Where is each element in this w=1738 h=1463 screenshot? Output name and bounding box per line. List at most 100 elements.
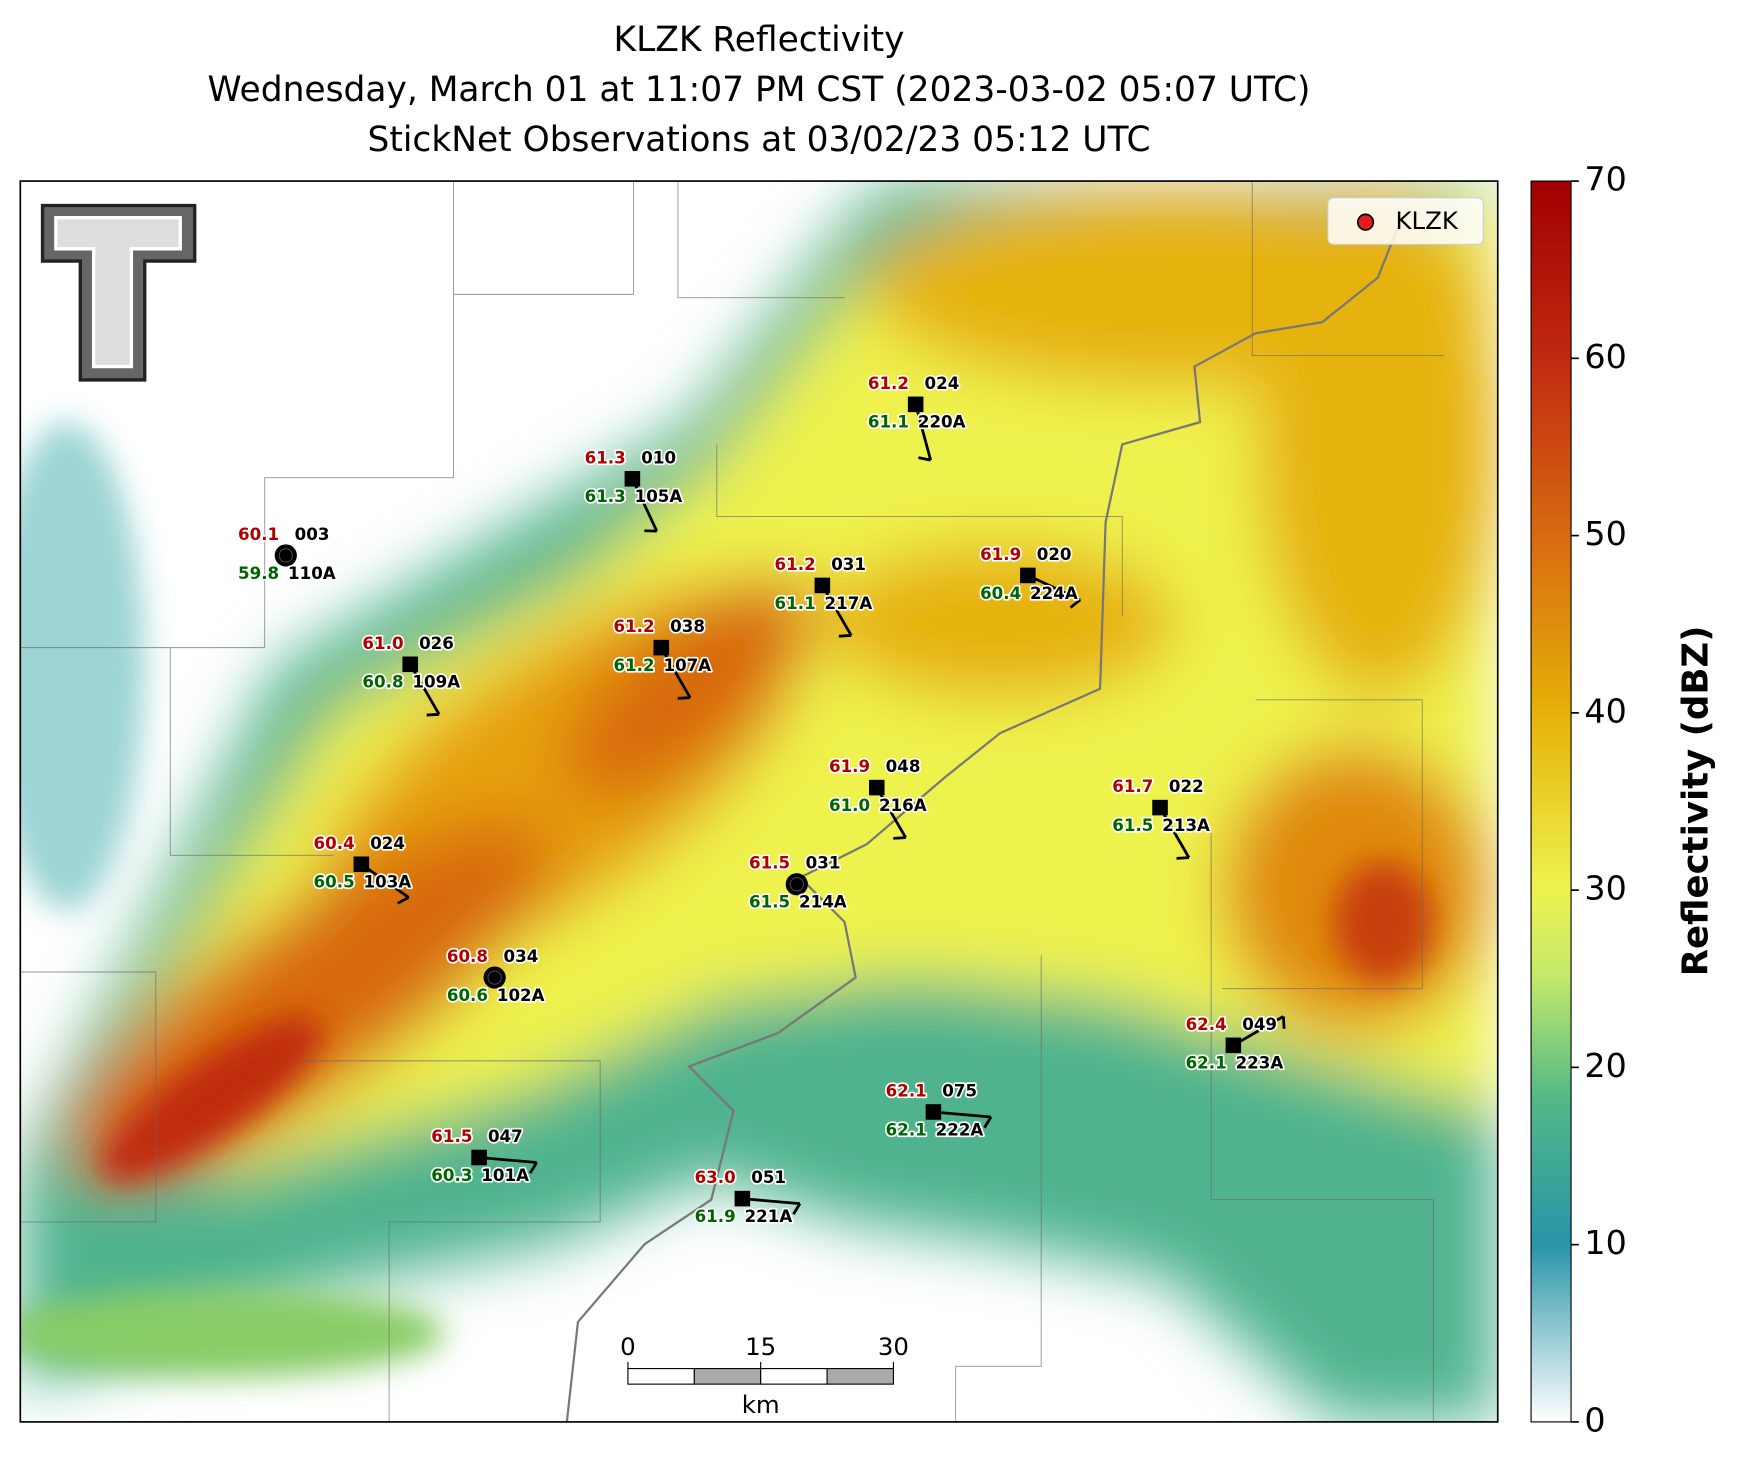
station: 60.8 034 60.6 102A bbox=[445, 945, 546, 1006]
station: 60.4 024 60.5 103A bbox=[312, 832, 413, 905]
station-marker bbox=[925, 1104, 942, 1120]
station: 61.2 024 61.1 220A bbox=[866, 372, 967, 462]
radar-field bbox=[20, 181, 1498, 1422]
station-marker bbox=[1225, 1037, 1242, 1054]
station-marker bbox=[471, 1149, 487, 1166]
temperature: 61.9 bbox=[980, 545, 1021, 564]
station-id: 220A bbox=[918, 413, 966, 432]
title-block: KLZK Reflectivity Wednesday, March 01 at… bbox=[208, 20, 1311, 160]
pressure: 049 bbox=[1242, 1015, 1277, 1034]
wind-barb-flag bbox=[838, 634, 852, 638]
station-id: 109A bbox=[412, 673, 460, 692]
dewpoint: 61.2 bbox=[613, 656, 654, 675]
dewpoint: 59.8 bbox=[238, 564, 279, 583]
temperature: 61.2 bbox=[775, 555, 816, 574]
wind-barb-flag bbox=[792, 1202, 802, 1215]
wind-barb bbox=[478, 1156, 537, 1164]
dewpoint: 60.6 bbox=[447, 986, 488, 1005]
colorbar: Reflectivity (dBZ) 0 10 20 30 40 50 60 70 bbox=[1530, 160, 1717, 1439]
temperature: 62.4 bbox=[1186, 1015, 1227, 1034]
dewpoint: 60.5 bbox=[314, 873, 355, 892]
wind-barb bbox=[742, 1197, 801, 1206]
wind-barb bbox=[933, 1110, 992, 1119]
temperature: 60.1 bbox=[238, 525, 279, 544]
legend-marker bbox=[1356, 213, 1375, 231]
dewpoint: 61.5 bbox=[749, 893, 790, 912]
station-marker-ring bbox=[487, 970, 502, 985]
station-marker bbox=[353, 856, 370, 873]
colorbar-tick-label: 40 bbox=[1584, 691, 1626, 730]
temperature: 61.3 bbox=[585, 448, 626, 467]
station-marker-ring bbox=[789, 877, 805, 892]
pressure: 075 bbox=[942, 1081, 977, 1100]
colorbar-tick-label: 30 bbox=[1584, 869, 1626, 908]
wind-barb-flag bbox=[893, 836, 906, 840]
wind-barb-flag bbox=[426, 712, 440, 717]
dewpoint: 61.0 bbox=[829, 796, 870, 815]
scale-segment bbox=[627, 1368, 695, 1385]
colorbar-tick-label: 70 bbox=[1584, 160, 1626, 199]
pressure: 038 bbox=[670, 617, 705, 636]
wind-barb-flag bbox=[677, 696, 691, 700]
pressure: 034 bbox=[504, 947, 539, 966]
station-id: 224A bbox=[1030, 584, 1078, 603]
colorbar-tick-label: 20 bbox=[1584, 1046, 1626, 1085]
wind-barb-flag bbox=[1176, 856, 1190, 860]
wind-barb bbox=[660, 646, 692, 699]
scale-tick-label: 0 bbox=[620, 1332, 636, 1361]
station-id: 221A bbox=[745, 1207, 793, 1226]
station: 63.0 051 61.9 221A bbox=[693, 1166, 802, 1228]
colorbar-tick-label: 10 bbox=[1584, 1223, 1626, 1262]
station: 61.9 020 60.4 224A bbox=[978, 543, 1082, 609]
subtitle: StickNet Observations at 03/02/23 05:12 … bbox=[367, 120, 1150, 160]
scale-tick-label: 30 bbox=[878, 1332, 909, 1361]
pressure: 026 bbox=[419, 634, 454, 653]
dewpoint: 60.3 bbox=[431, 1166, 472, 1185]
map-frame bbox=[19, 180, 1499, 1423]
wind-barb bbox=[1232, 1015, 1285, 1047]
wind-barb-flag bbox=[528, 1161, 538, 1174]
station: 61.5 047 60.3 101A bbox=[430, 1125, 538, 1187]
station-id: 217A bbox=[825, 594, 873, 613]
wind-barb bbox=[1027, 574, 1081, 602]
station-marker bbox=[1020, 567, 1036, 584]
station-id: 216A bbox=[879, 796, 927, 815]
temperature: 61.2 bbox=[613, 617, 654, 636]
dewpoint: 61.1 bbox=[775, 594, 816, 613]
dewpoint: 61.1 bbox=[868, 413, 909, 432]
wind-barb bbox=[821, 584, 853, 637]
title: KLZK Reflectivity bbox=[614, 20, 905, 60]
temperature: 61.7 bbox=[1112, 777, 1153, 796]
temperature: 61.9 bbox=[829, 757, 870, 776]
temperature: 61.2 bbox=[868, 374, 909, 393]
temperature: 62.1 bbox=[886, 1081, 927, 1100]
scale-segment bbox=[760, 1368, 828, 1385]
wind-barb bbox=[914, 403, 932, 461]
station: 61.0 026 60.8 109A bbox=[361, 632, 462, 717]
station-id: 105A bbox=[635, 487, 683, 506]
station-id: 102A bbox=[497, 986, 545, 1005]
colorbar-tick-label: 60 bbox=[1584, 337, 1626, 376]
wind-barb bbox=[631, 478, 659, 532]
station-marker bbox=[734, 1190, 751, 1207]
pressure: 031 bbox=[831, 555, 866, 574]
pressure: 051 bbox=[751, 1168, 786, 1187]
logo bbox=[40, 203, 197, 382]
station-marker bbox=[653, 639, 670, 656]
pressure: 022 bbox=[1169, 777, 1204, 796]
wind-barb bbox=[875, 786, 907, 839]
legend: KLZK bbox=[1327, 197, 1484, 245]
wind-barb bbox=[1158, 806, 1191, 859]
station-marker bbox=[402, 656, 418, 673]
dewpoint: 60.4 bbox=[980, 584, 1021, 603]
station-id: 222A bbox=[936, 1120, 984, 1139]
station-marker bbox=[785, 873, 808, 896]
station-marker bbox=[907, 396, 924, 413]
dewpoint: 61.5 bbox=[1112, 816, 1153, 835]
temperature: 60.4 bbox=[314, 834, 355, 853]
scale-bar: 0 15 30 km bbox=[620, 1332, 909, 1419]
station: 61.2 031 61.1 217A bbox=[773, 553, 874, 638]
temperature: 60.8 bbox=[447, 947, 488, 966]
station: 61.2 038 61.2 107A bbox=[612, 615, 713, 700]
